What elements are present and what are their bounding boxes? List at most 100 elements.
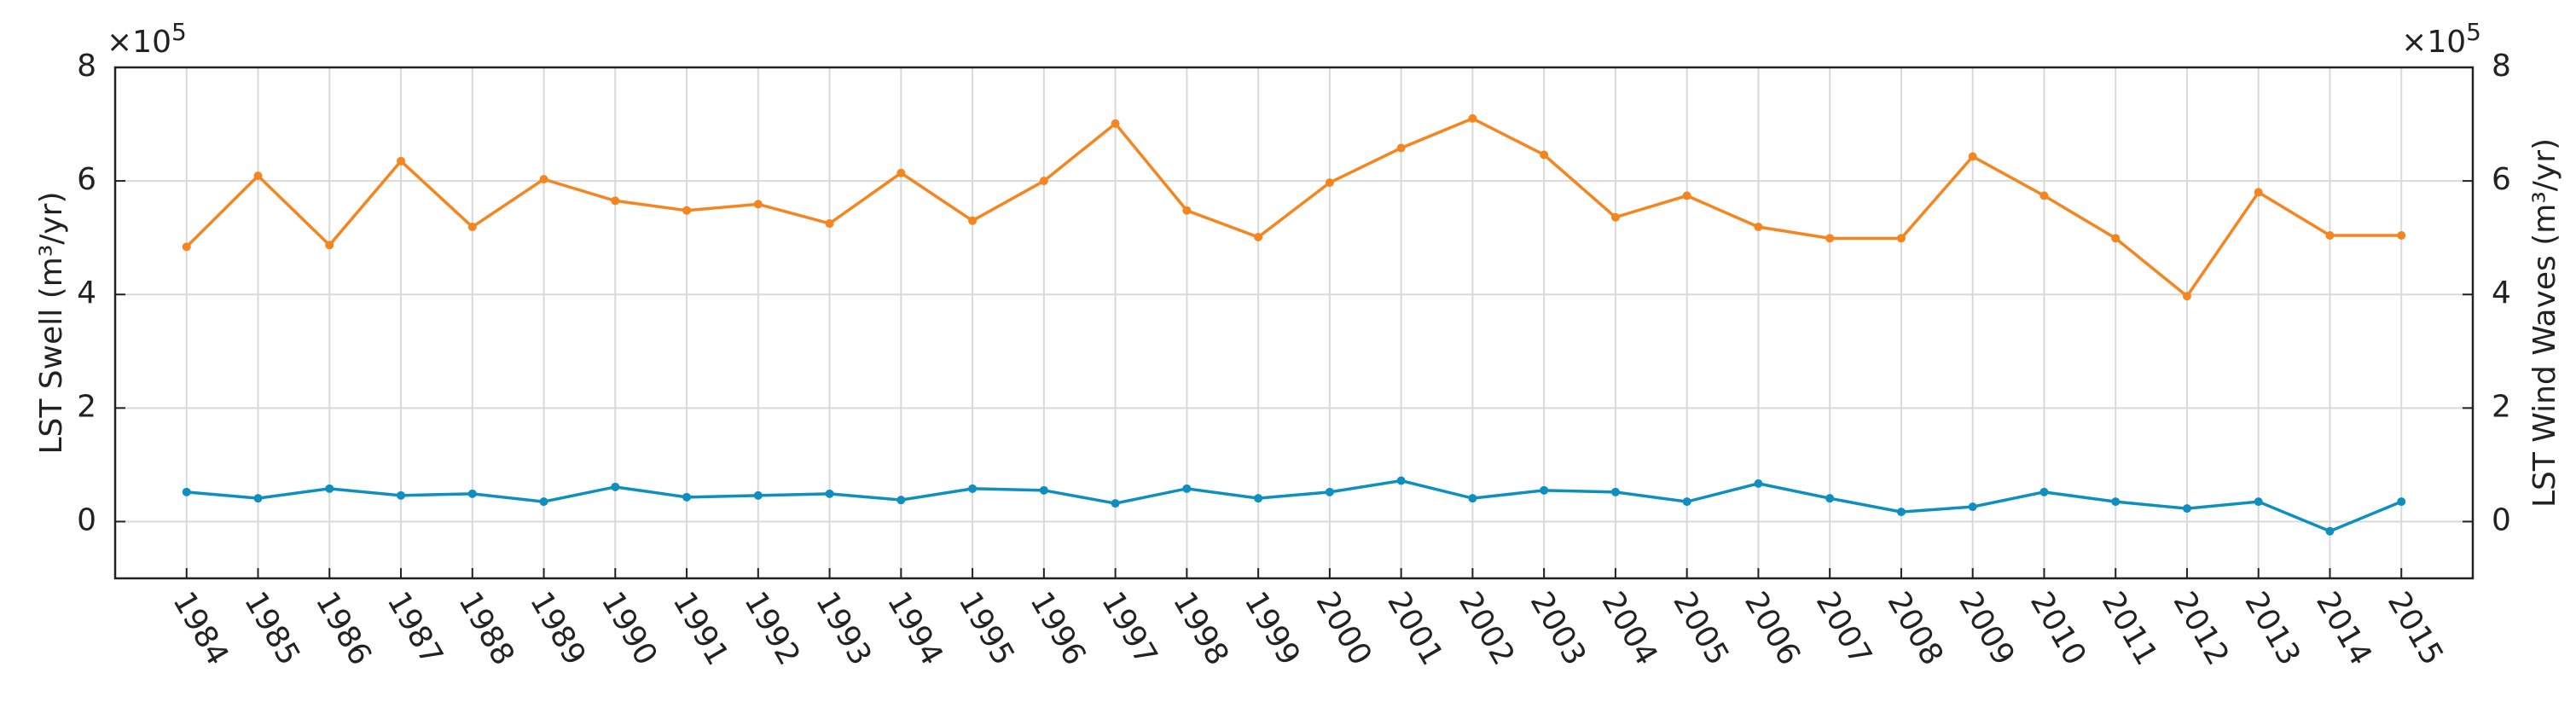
data-point: [2039, 191, 2049, 200]
y2-axis-label: LST Wind Waves (m³/yr): [2527, 138, 2562, 508]
x-tick-label: 2011: [2095, 586, 2164, 671]
x-tick-label: 2008: [1880, 586, 1949, 671]
data-point: [1540, 485, 1549, 495]
data-point: [2325, 231, 2335, 241]
x-tick-label: 1999: [1238, 586, 1307, 671]
x-tick-label: 1990: [595, 586, 664, 671]
x-tick-label: 2012: [2167, 586, 2236, 671]
data-point: [1468, 113, 1477, 123]
data-point: [325, 484, 334, 493]
data-point: [325, 241, 334, 250]
data-point: [2111, 234, 2121, 243]
x-tick-label: 2004: [1594, 586, 1663, 671]
y2-tick-label: 2: [2492, 389, 2511, 424]
data-point: [896, 168, 906, 177]
data-point: [1039, 485, 1048, 495]
data-point: [1825, 234, 1835, 243]
data-point: [1968, 502, 1977, 512]
data-point: [825, 219, 834, 229]
data-point: [753, 200, 763, 209]
data-point: [182, 242, 191, 252]
y2-tick-label: 0: [2492, 502, 2511, 537]
x-tick-label: 2014: [2309, 586, 2378, 671]
data-point: [2182, 504, 2191, 514]
data-point: [682, 206, 692, 215]
x-tick-label: 2002: [1452, 586, 1521, 671]
data-point: [539, 497, 548, 507]
x-tick-label: 1987: [380, 586, 450, 671]
axis-multiplier: ×105: [2401, 18, 2481, 60]
y-tick-label: 6: [77, 162, 96, 197]
y-tick-label: 0: [77, 502, 96, 537]
data-point: [1682, 191, 1691, 200]
x-tick-label: 2001: [1380, 586, 1449, 671]
x-tick-label: 1996: [1023, 586, 1092, 671]
x-tick-label: 1991: [666, 586, 735, 671]
x-tick-label: 2000: [1308, 586, 1378, 671]
data-point: [1468, 494, 1477, 503]
data-point: [1039, 177, 1048, 186]
data-point: [182, 487, 191, 496]
x-tick-label: 1989: [523, 586, 592, 671]
data-point: [2182, 292, 2191, 301]
data-point: [253, 494, 263, 503]
series-line: [186, 479, 2402, 533]
y2-tick-label: 8: [2492, 49, 2511, 84]
data-point: [1254, 233, 1263, 242]
data-point: [467, 223, 477, 232]
x-tick-label: 1992: [737, 586, 806, 671]
data-point: [397, 490, 406, 500]
data-point: [1896, 234, 1906, 243]
x-tick-label: 1998: [1166, 586, 1235, 671]
data-point: [611, 196, 620, 206]
data-point: [1396, 476, 1406, 485]
data-point: [896, 496, 906, 505]
data-point: [1754, 479, 1763, 488]
data-point: [753, 490, 763, 500]
data-point: [825, 489, 834, 498]
x-tick-label: 2013: [2237, 586, 2306, 671]
x-tick-label: 2015: [2381, 586, 2450, 671]
data-point: [2254, 497, 2263, 507]
multiplier-base: ×10: [107, 25, 171, 60]
x-tick-label: 1985: [237, 586, 306, 671]
data-point: [1610, 212, 1620, 222]
data-point: [2039, 487, 2049, 496]
data-point: [968, 216, 978, 225]
x-tick-label: 2010: [2023, 586, 2092, 671]
x-tick-label: 1995: [952, 586, 1021, 671]
x-tick-label: 2005: [1666, 586, 1735, 671]
data-point: [1182, 484, 1192, 493]
data-point: [611, 482, 620, 491]
data-point: [1111, 499, 1120, 508]
data-point: [1396, 143, 1406, 153]
data-point: [1325, 178, 1334, 188]
y2-tick-label: 6: [2492, 162, 2511, 197]
x-tick-label: 1986: [309, 586, 378, 671]
data-point: [1896, 508, 1906, 517]
data-point: [1682, 497, 1691, 507]
data-point: [1111, 119, 1120, 128]
y-tick-label: 2: [77, 389, 96, 424]
multiplier-base: ×10: [2401, 25, 2466, 60]
multiplier-exponent: 5: [171, 18, 187, 46]
x-tick-label: 2006: [1738, 586, 1807, 671]
x-tick-label: 2009: [1952, 586, 2021, 671]
x-tick-label: 2003: [1523, 586, 1593, 671]
y2-tick-label: 4: [2492, 276, 2511, 310]
data-point: [1325, 487, 1334, 496]
x-tick-label: 1994: [880, 586, 949, 671]
data-point: [968, 484, 978, 493]
data-point: [467, 489, 477, 498]
data-point: [1825, 494, 1835, 503]
data-point: [1968, 152, 1977, 161]
x-tick-label: 1997: [1094, 586, 1163, 671]
x-tick-label: 1988: [451, 586, 520, 671]
data-point: [1754, 223, 1763, 232]
data-point: [539, 175, 548, 184]
data-point: [1610, 487, 1620, 496]
data-point: [2397, 231, 2406, 241]
plot-frame: [113, 66, 2474, 580]
data-point: [2325, 526, 2335, 536]
